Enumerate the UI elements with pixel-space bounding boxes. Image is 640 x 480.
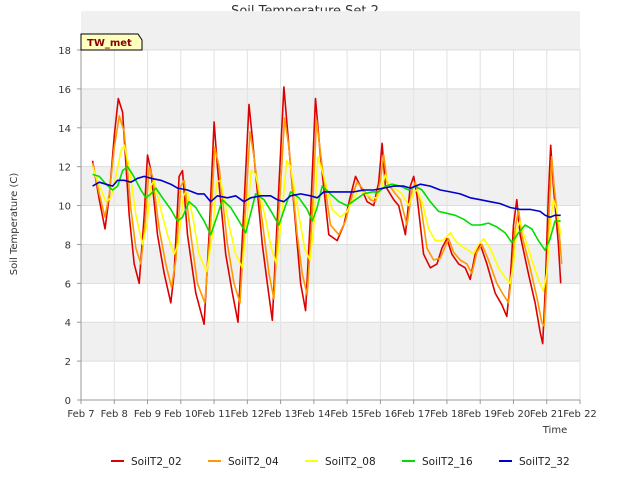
series-line-soilt2_16 — [92, 165, 561, 252]
annotation-label: TW_met — [87, 38, 132, 49]
y-tick-label: 4 — [65, 318, 71, 329]
x-tick-label: Feb 19 — [463, 409, 497, 420]
x-tick-label: Feb 16 — [364, 409, 398, 420]
x-tick-label: Feb 11 — [197, 409, 231, 420]
series-line-soilt2_04 — [91, 115, 563, 327]
x-tick-label: Feb 15 — [330, 409, 364, 420]
series-line-soilt2_02 — [91, 86, 562, 345]
y-tick-label: 8 — [65, 240, 71, 251]
y-tick-labels: 0 2 4 6 8 10 12 14 16 18 — [58, 46, 81, 407]
x-tick-label: Feb 21 — [530, 409, 564, 420]
annotation-badge-box — [80, 33, 143, 51]
series-line-soilt2_32 — [92, 175, 561, 218]
axes — [80, 50, 580, 401]
x-tick-label: Feb 20 — [497, 409, 531, 420]
legend-label-soilt2_04: SoilT2_04 — [228, 456, 279, 468]
x-tick-label: Feb 9 — [134, 409, 161, 420]
background-band — [81, 88, 580, 128]
y-tick-label: 12 — [58, 163, 71, 174]
legend-label-soilt2_08: SoilT2_08 — [325, 456, 376, 468]
y-tick-label: 6 — [65, 279, 71, 290]
legend-label-soilt2_02: SoilT2_02 — [131, 456, 182, 468]
series-line-soilt2_08 — [91, 144, 562, 292]
x-tick-label: Feb 10 — [164, 409, 198, 420]
x-tick-labels: Feb 7 Feb 8 Feb 9 Feb 10 Feb 11 Feb 12 Feb 13 F… — [67, 400, 597, 420]
y-tick-label: 0 — [65, 396, 71, 407]
annotation-badge: TW_met — [80, 33, 143, 51]
legend: SoilT2_02 SoilT2_04 SoilT2_08 SoilT2_16 Soil… — [111, 456, 570, 468]
y-tick-label: 16 — [58, 85, 71, 96]
x-tick-label: Feb 7 — [67, 409, 94, 420]
x-tick-label: Feb 18 — [430, 409, 464, 420]
legend-label-soilt2_16: SoilT2_16 — [422, 456, 473, 468]
x-tick-label: Feb 14 — [297, 409, 331, 420]
background-band — [81, 11, 580, 50]
x-tick-label: Feb 22 — [563, 409, 597, 420]
x-tick-label: Feb 13 — [264, 409, 298, 420]
x-axis-title: Time — [542, 425, 567, 436]
x-tick-label: Feb 8 — [101, 409, 128, 420]
background-band — [81, 322, 580, 362]
x-tick-label: Feb 12 — [231, 409, 265, 420]
series-layer — [91, 86, 563, 345]
y-tick-label: 14 — [58, 124, 71, 135]
y-tick-label: 10 — [58, 202, 71, 213]
x-tick-label: Feb 17 — [397, 409, 431, 420]
legend-label-soilt2_32: SoilT2_32 — [519, 456, 570, 468]
y-tick-label: 18 — [58, 46, 71, 57]
y-tick-label: 2 — [65, 357, 71, 368]
y-axis-title: Soil Temperature (C) — [9, 173, 20, 276]
